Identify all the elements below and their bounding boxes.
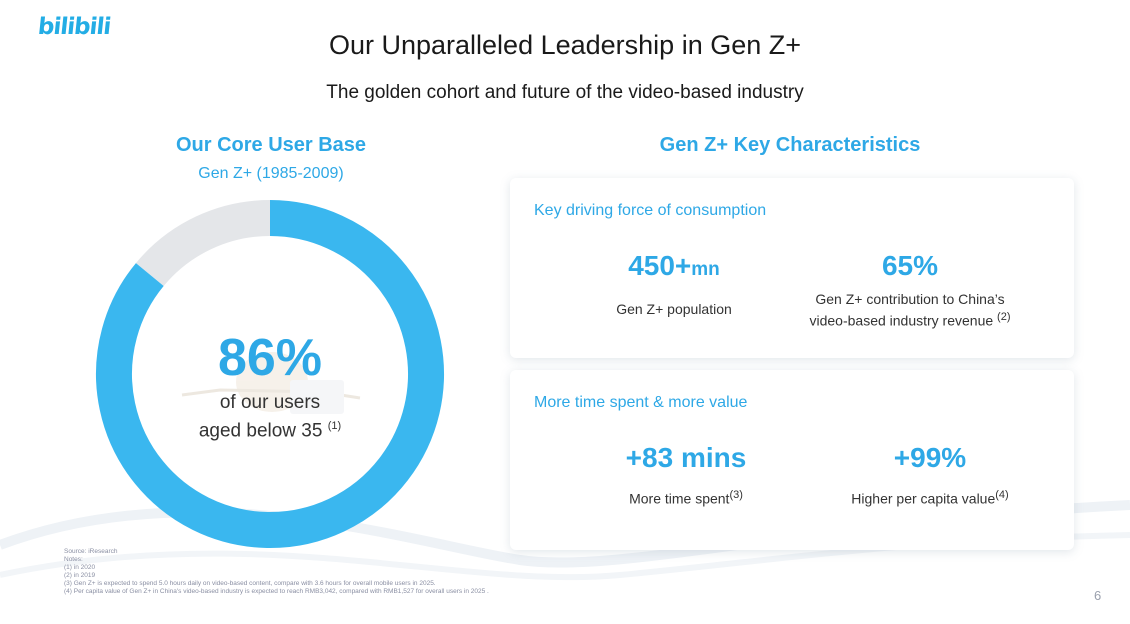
revenue-value: 65% <box>881 250 939 281</box>
per-capita-value: +99% <box>893 442 967 473</box>
donut-segment-below-35 <box>96 200 444 548</box>
page-title: Our Unparalleled Leadership in Gen Z+ <box>328 30 802 60</box>
population-metric: 450+mn Gen Z+ population <box>554 250 794 318</box>
value-card: More time spent & more value +83 mins Mo… <box>510 370 1074 550</box>
revenue-metric: 65% Gen Z+ contribution to China’s video… <box>790 250 1030 330</box>
footnote-line: Notes: <box>64 556 83 563</box>
per-capita-metric: +99% Higher per capita value(4) <box>810 442 1050 508</box>
donut-caption-text: aged below 35 <box>198 420 323 442</box>
donut-segment-other <box>135 200 271 287</box>
population-value-line: 450+mn <box>554 250 794 282</box>
per-capita-note: (4) <box>995 489 1009 501</box>
time-spent-note: (3) <box>729 489 743 501</box>
per-capita-label-wrap: Higher per capita value(4) <box>810 486 1050 508</box>
footnotes: Source: iResearch Notes: (1) in 2020 (2) in… <box>64 548 489 596</box>
time-spent-metric: +83 mins More time spent(3) <box>566 442 806 508</box>
footnote-line: Source: iResearch <box>64 548 118 555</box>
revenue-label-line2: video-based industry revenue <box>809 312 994 329</box>
core-user-base-heading: Our Core User Base <box>175 134 367 156</box>
population-value: 450+ <box>628 250 692 281</box>
revenue-label-line1: Gen Z+ contribution to China’s <box>815 291 1005 307</box>
footnote-line: (2) in 2019 <box>64 572 96 579</box>
page-subtitle: The golden cohort and future of the vide… <box>326 82 804 103</box>
time-spent-value: +83 mins <box>625 442 747 473</box>
gen-z-range-label: Gen Z+ (1985-2009) <box>198 165 344 182</box>
consumption-card: Key driving force of consumption 450+mn … <box>510 178 1074 358</box>
footnote-line: (3) Gen Z+ is expected to spend 5.0 hour… <box>64 580 436 587</box>
donut-illustration <box>181 352 361 414</box>
revenue-label-line2-wrap: video-based industry revenue (2) <box>790 308 1030 330</box>
page-number: 6 <box>1094 588 1102 603</box>
per-capita-label: Higher per capita value <box>851 490 996 507</box>
value-card-heading: More time spent & more value <box>534 394 748 411</box>
donut-caption-note: (1) <box>327 420 342 432</box>
time-spent-label-wrap: More time spent(3) <box>566 486 806 508</box>
time-spent-label: More time spent <box>629 490 730 507</box>
footnote-line: (4) Per capita value of Gen Z+ in China'… <box>64 588 489 595</box>
donut-caption-line1: of our users <box>219 392 321 413</box>
footnote-line: (1) in 2020 <box>64 564 96 571</box>
consumption-card-heading: Key driving force of consumption <box>534 202 767 219</box>
donut-caption-line2: aged below 35 (1) <box>160 420 380 442</box>
population-unit: mn <box>691 259 720 280</box>
donut-center-value: 86% <box>217 329 323 387</box>
key-characteristics-heading: Gen Z+ Key Characteristics <box>659 134 921 156</box>
revenue-label-note: (2) <box>997 311 1011 323</box>
population-label: Gen Z+ population <box>616 301 732 317</box>
